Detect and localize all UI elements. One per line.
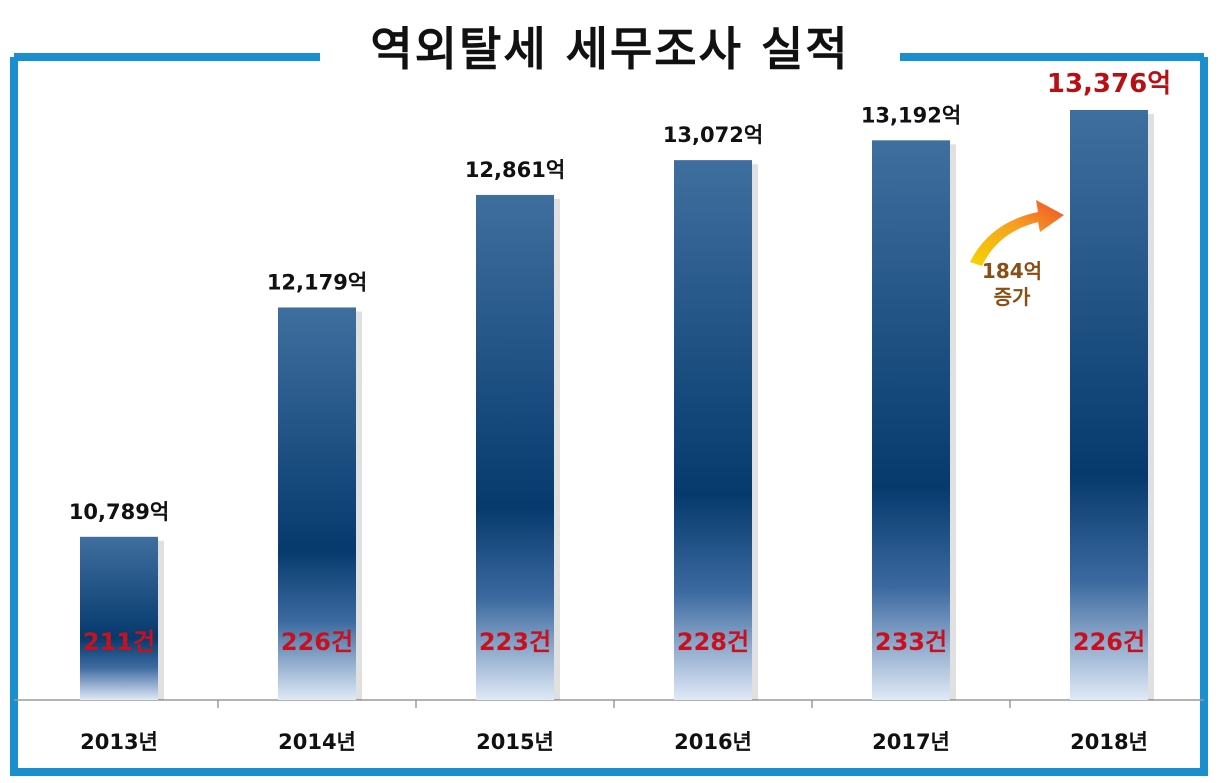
frame-border — [10, 57, 1208, 776]
case-count-label: 226건 — [1073, 628, 1145, 656]
bars-group — [80, 109, 1154, 700]
bar-2013년 — [80, 536, 158, 700]
value-label: 10,789억 — [69, 500, 169, 524]
x-axis-ticks — [217, 700, 1011, 708]
case-count-label: 226건 — [281, 628, 353, 656]
bar-2014년 — [278, 307, 356, 700]
value-label: 12,861억 — [465, 158, 565, 182]
value-label: 13,072억 — [663, 123, 763, 147]
increase-arrow — [970, 200, 1064, 266]
bar-2017년 — [872, 140, 950, 700]
category-label: 2015년 — [476, 730, 554, 754]
bar-2018년 — [1070, 109, 1148, 700]
category-label: 2013년 — [80, 730, 158, 754]
labels-group: 10,789억 211건 2013년 12,179억 226건 2014년 12,861억 2… — [69, 69, 1171, 754]
value-label: 12,179억 — [267, 270, 367, 294]
category-label: 2014년 — [278, 730, 356, 754]
category-label: 2016년 — [674, 730, 752, 754]
case-count-label: 211건 — [83, 628, 155, 656]
bar-2016년 — [674, 160, 752, 700]
case-count-label: 233건 — [875, 628, 947, 656]
annotation-amount: 184억 — [982, 259, 1042, 283]
value-label: 13,192억 — [861, 103, 961, 127]
category-label: 2017년 — [872, 730, 950, 754]
bar-2015년 — [476, 194, 554, 700]
annotation-text: 증가 — [994, 285, 1031, 309]
case-count-label: 223건 — [479, 628, 551, 656]
case-count-label: 228건 — [677, 628, 749, 656]
chart-title: 역외탈세 세무조사 실적 — [320, 14, 900, 84]
value-label: 13,376억 — [1047, 69, 1171, 99]
category-label: 2018년 — [1070, 730, 1148, 754]
